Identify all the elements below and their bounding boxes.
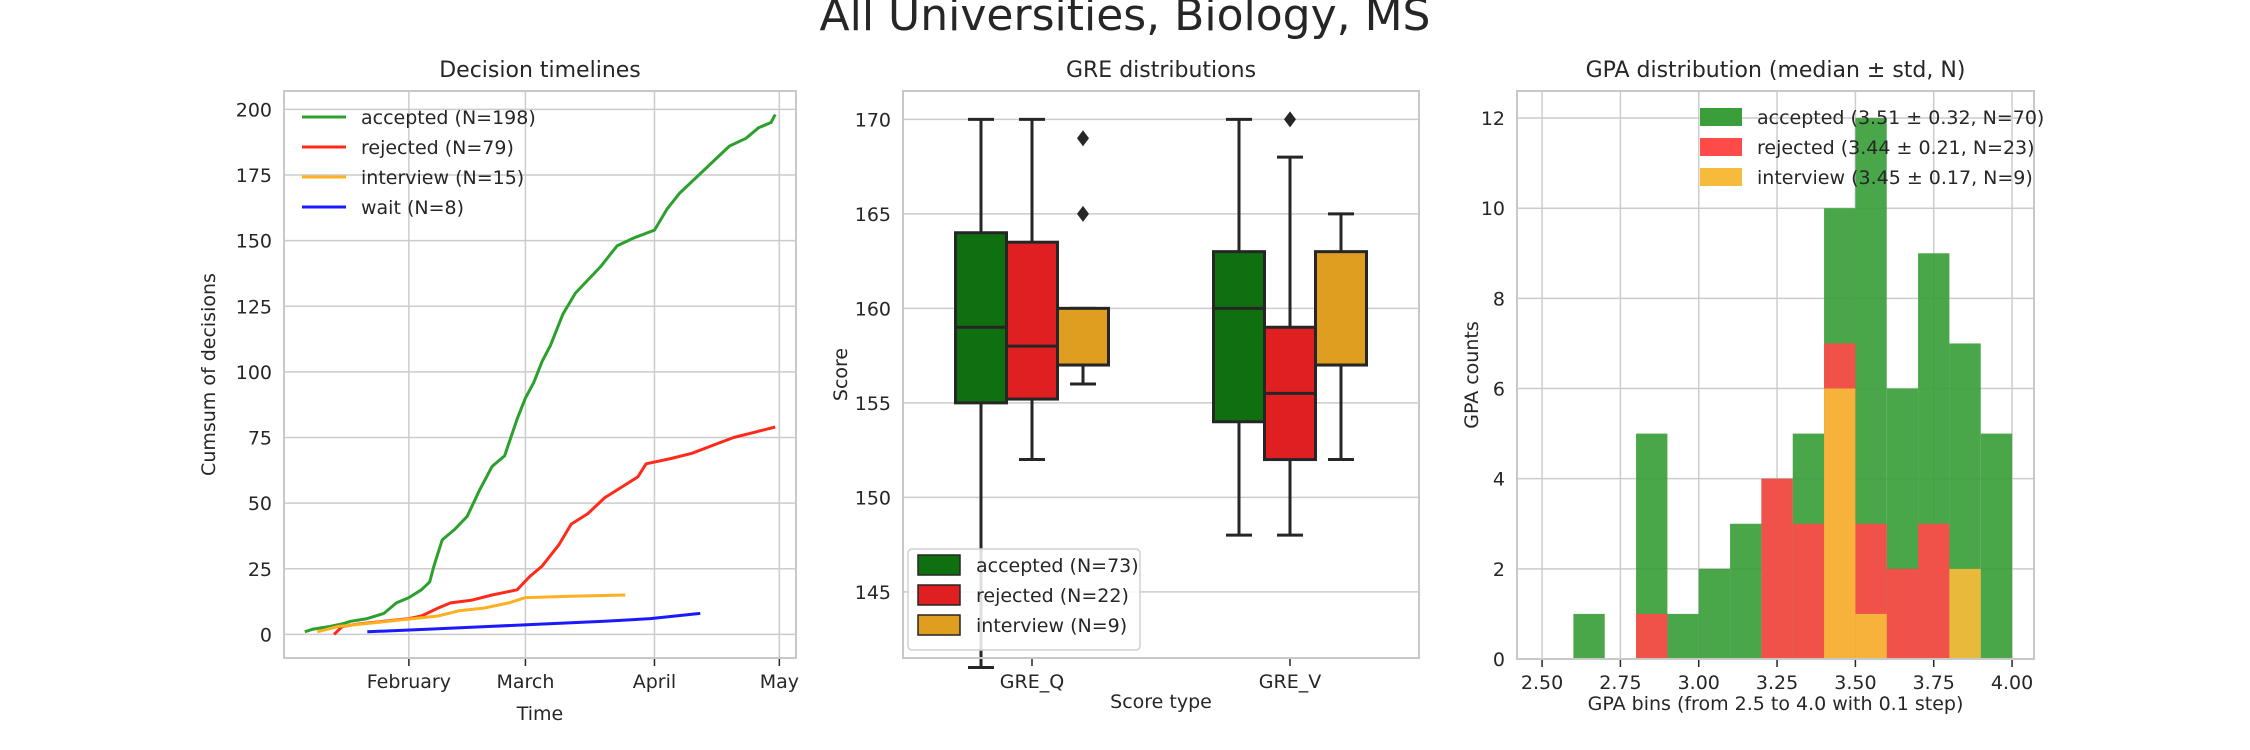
- gpa-hist-bar: [1761, 478, 1793, 659]
- gpa-hist-bar: [1855, 613, 1887, 659]
- gre-panel: 145 150 155 160 165 170 GRE_Q GRE_V GRE distribu…: [830, 58, 1420, 713]
- timeline-legend-label: interview (N=15): [361, 167, 524, 189]
- figure-title: All Universities, Biology, MS: [820, 0, 1431, 41]
- gpa-legend-swatch: [1700, 138, 1742, 156]
- gpa-hist-bar: [1730, 523, 1762, 659]
- gpa-y-tick-label: 8: [1493, 288, 1505, 310]
- gpa-y-tick-label: 2: [1493, 559, 1505, 581]
- gpa-hist-bar: [1573, 613, 1605, 659]
- timeline-y-axis-label: Cumsum of decisions: [198, 273, 220, 476]
- gre-legend-swatch: [917, 584, 961, 606]
- gre-x-axis-label: Score type: [1110, 691, 1212, 713]
- timeline-panel: 0 25 50 75 100 125 150 175 200 February March April…: [198, 58, 799, 725]
- gre-y-tick-label: 155: [855, 393, 891, 415]
- gre-y-tick-label: 150: [855, 487, 891, 509]
- gre-y-tick-label: 145: [855, 582, 891, 604]
- timeline-x-tick-label: May: [760, 671, 799, 693]
- timeline-y-tick-label: 125: [236, 296, 272, 318]
- timeline-series-line: [367, 611, 701, 634]
- timeline-title: Decision timelines: [439, 58, 641, 83]
- gre-box-outlier: [1284, 111, 1296, 128]
- gpa-hist-bar: [1886, 568, 1919, 659]
- gpa-hist-bar: [1918, 523, 1950, 659]
- gre-box-outlier: [1077, 130, 1089, 147]
- gpa-x-tick-label: 2.75: [1599, 672, 1641, 694]
- timeline-legend-label: rejected (N=79): [361, 137, 514, 159]
- gre-box: [1314, 250, 1368, 367]
- gpa-x-tick-label: 3.75: [1913, 672, 1955, 694]
- timeline-legend-label: wait (N=8): [361, 197, 464, 219]
- gpa-legend-label: accepted (3.51 ± 0.32, N=70): [1757, 107, 2044, 129]
- gpa-title: GPA distribution (median ± std, N): [1586, 58, 1966, 83]
- timeline-series-line: [304, 113, 777, 634]
- gpa-hist-bar: [1792, 523, 1825, 659]
- gre-box: [1005, 240, 1059, 401]
- gre-legend-label: interview (N=9): [976, 615, 1127, 637]
- gre-box: [954, 231, 1008, 405]
- timeline-x-tick-label: February: [367, 671, 451, 693]
- gpa-hist-bar: [1667, 613, 1699, 659]
- gpa-legend-label: rejected (3.44 ± 0.21, N=23): [1757, 137, 2035, 159]
- gpa-legend-swatch: [1700, 108, 1742, 126]
- timeline-x-axis-label: Time: [516, 703, 564, 725]
- gpa-legend-label: interview (3.45 ± 0.17, N=9): [1757, 167, 2033, 189]
- gre-y-axis-label: Score: [830, 348, 852, 401]
- gpa-x-axis-label: GPA bins (from 2.5 to 4.0 with 0.1 step): [1588, 693, 1964, 715]
- gre-box: [1056, 306, 1110, 367]
- gpa-y-tick-label: 10: [1481, 198, 1505, 220]
- gre-y-tick-label: 160: [855, 298, 891, 320]
- gpa-plot-frame: [1516, 90, 2035, 660]
- timeline-y-tick-label: 75: [248, 428, 272, 450]
- gpa-hist-bar: [1980, 433, 2013, 659]
- gpa-y-tick-label: 4: [1493, 469, 1505, 491]
- gpa-hist-bar: [1698, 568, 1731, 659]
- gpa-x-tick-label: 3.50: [1834, 672, 1876, 694]
- timeline-y-tick-label: 50: [248, 493, 272, 515]
- gre-box-outlier: [1077, 205, 1089, 222]
- timeline-series-line: [316, 593, 626, 634]
- gre-legend-label: rejected (N=22): [976, 585, 1129, 607]
- gpa-panel: 0 2 4 6 8 10 12 2.50 2.75 3.00 3.25 3.50 3.75 4.00 GPA…: [1461, 58, 2044, 715]
- gpa-y-axis-label: GPA counts: [1461, 321, 1483, 429]
- gre-y-tick-label: 165: [855, 204, 891, 226]
- gpa-hist-bar: [1949, 568, 1981, 659]
- gre-plot-frame: [902, 90, 1420, 659]
- timeline-series-line: [332, 425, 776, 636]
- gre-legend-swatch: [917, 554, 961, 576]
- gpa-x-tick-label: 3.00: [1678, 672, 1720, 694]
- gpa-hist-bar: [1636, 613, 1668, 659]
- gre-y-tick-label: 170: [855, 109, 891, 131]
- gpa-x-tick-label: 2.50: [1521, 672, 1563, 694]
- gpa-x-tick-label: 3.25: [1756, 672, 1798, 694]
- gpa-x-tick-label: 4.00: [1991, 672, 2033, 694]
- gpa-hist-bar: [1824, 388, 1856, 659]
- timeline-y-tick-label: 25: [248, 559, 272, 581]
- gre-legend-swatch: [917, 614, 961, 636]
- gre-box: [1212, 250, 1266, 424]
- gpa-y-tick-label: 6: [1493, 379, 1505, 401]
- timeline-x-tick-label: March: [496, 671, 554, 693]
- timeline-x-tick-label: April: [633, 671, 676, 693]
- timeline-y-tick-label: 200: [236, 99, 272, 121]
- timeline-y-tick-label: 150: [236, 231, 272, 253]
- timeline-y-tick-label: 175: [236, 165, 272, 187]
- gre-legend-label: accepted (N=73): [976, 555, 1139, 577]
- gpa-y-tick-label: 12: [1481, 108, 1505, 130]
- timeline-y-tick-label: 100: [236, 362, 272, 384]
- gpa-y-tick-label: 0: [1493, 649, 1505, 671]
- timeline-legend-label: accepted (N=198): [361, 107, 536, 129]
- timeline-plot-frame: [283, 90, 797, 659]
- gre-x-tick-label: GRE_V: [1259, 671, 1321, 693]
- gre-title: GRE distributions: [1066, 58, 1256, 83]
- gpa-legend-swatch: [1700, 168, 1742, 186]
- timeline-y-tick-label: 0: [260, 624, 272, 646]
- gre-legend-box: [907, 548, 1141, 651]
- gre-x-tick-label: GRE_Q: [1000, 671, 1064, 693]
